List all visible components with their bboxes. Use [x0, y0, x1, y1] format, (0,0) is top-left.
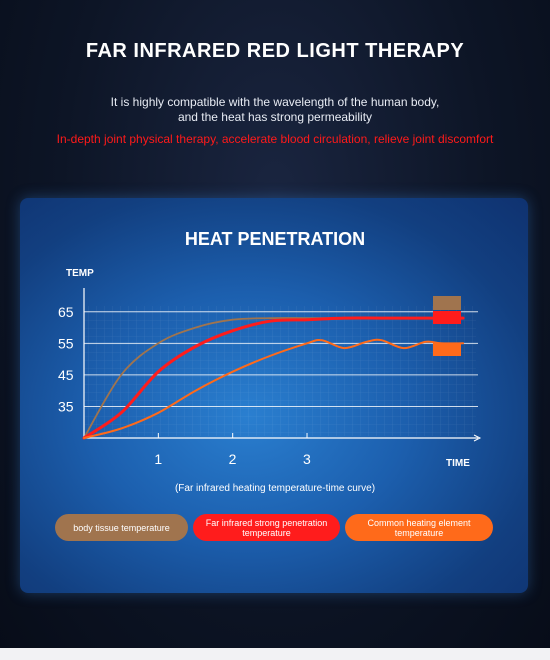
x-tick-label-3: 3 [303, 451, 311, 467]
legend-far-infrared-label: Far infrared strong penetration temperat… [205, 517, 328, 538]
x-axis-arrow [473, 434, 482, 442]
subtitle-line-1: It is highly compatible with the wavelen… [110, 95, 440, 109]
end-marker-far-infrared [433, 311, 461, 324]
chart-grid [84, 306, 476, 436]
y-tick-label-65: 65 [58, 304, 74, 320]
y-tick-label-35: 35 [58, 398, 74, 414]
series-common-heating-line [83, 338, 465, 439]
page-title: FAR INFRARED RED LIGHT THERAPY [85, 40, 465, 62]
legend-common-heating-label: Common heating element temperature [367, 517, 471, 538]
highlight-text: In-depth joint physical therapy, acceler… [56, 132, 494, 146]
x-tick-label-2: 2 [229, 451, 237, 467]
subtitle: It is highly compatible with the wavelen… [0, 95, 550, 125]
legend-body-tissue: body tissue temperature [55, 514, 188, 541]
chart-caption: (Far infrared heating temperature-time c… [174, 483, 376, 494]
legend-far-infrared: Far infrared strong penetration temperat… [193, 514, 340, 541]
legend-body-tissue-label: body tissue temperature [73, 522, 170, 533]
y-tick-label-55: 55 [58, 335, 74, 351]
y-tick-label-45: 45 [58, 367, 74, 383]
y-axis-label: TEMP [66, 268, 94, 279]
end-marker-common-heating [433, 343, 461, 356]
end-marker-body-tissue [433, 296, 461, 310]
legend-common-heating: Common heating element temperature [345, 514, 493, 541]
subtitle-line-2: and the heat has strong permeability [177, 110, 373, 124]
chart-title: HEAT PENETRATION [184, 229, 366, 249]
x-tick-label-1: 1 [154, 451, 162, 467]
series-far-infrared-line [82, 316, 465, 440]
x-axis-label: TIME [446, 458, 470, 469]
page-footer-strip [0, 648, 550, 660]
